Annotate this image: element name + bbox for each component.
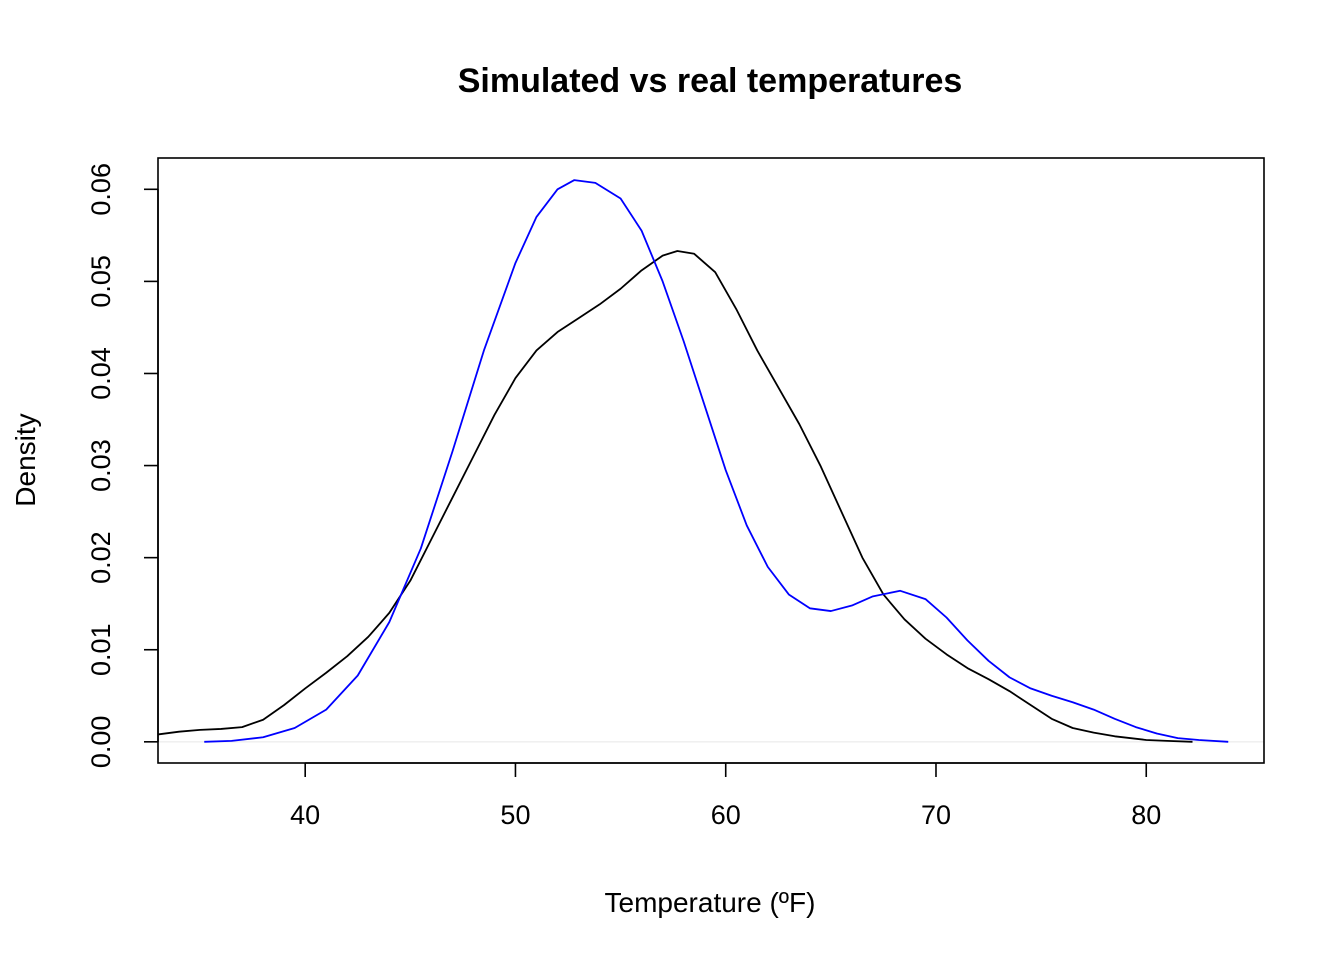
y-tick-label: 0.02: [86, 531, 116, 584]
y-axis-label: Density: [10, 413, 41, 506]
x-tick-label: 60: [711, 800, 741, 830]
x-axis: 40 50 60 70 80: [290, 762, 1161, 830]
series-layer: [157, 179, 1229, 743]
y-tick-label: 0.05: [86, 255, 116, 308]
x-tick-label: 50: [500, 800, 530, 830]
y-tick-label: 0.04: [86, 347, 116, 400]
x-tick-label: 80: [1131, 800, 1161, 830]
x-axis-label: Temperature (ºF): [605, 887, 816, 918]
density-line-2: [204, 179, 1229, 743]
plot-frame: [157, 157, 1265, 764]
y-tick-label: 0.03: [86, 439, 116, 492]
y-tick-label: 0.01: [86, 623, 116, 676]
y-axis: 0.00 0.01 0.02 0.03 0.04 0.05 0.06: [86, 163, 159, 769]
x-tick-label: 70: [921, 800, 951, 830]
y-tick-label: 0.06: [86, 163, 116, 216]
y-tick-label: 0.00: [86, 716, 116, 769]
density-line-1: [157, 250, 1193, 743]
x-tick-label: 40: [290, 800, 320, 830]
chart-title: Simulated vs real temperatures: [458, 62, 963, 100]
